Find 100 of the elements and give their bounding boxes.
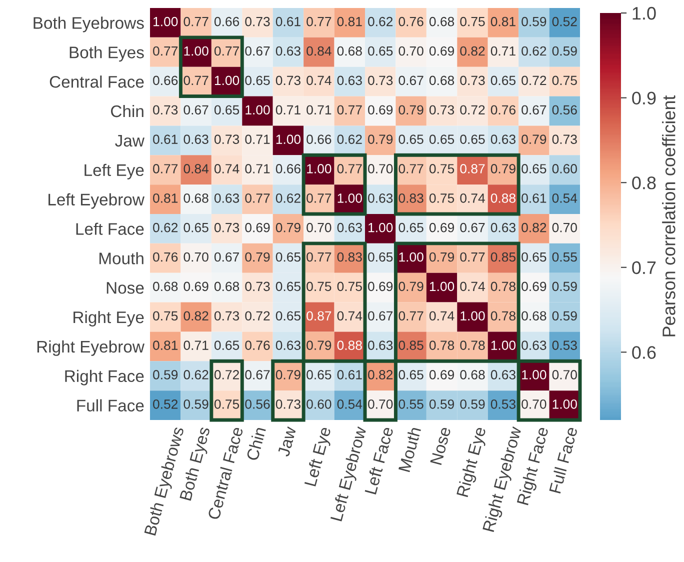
data-label: 0.69 [368, 282, 393, 292]
data-label: 1.00 [276, 134, 301, 144]
data-label: 0.79 [398, 105, 424, 115]
y-tick-label: Central Face [50, 76, 144, 88]
data-label: 1.00 [430, 282, 454, 292]
data-label: 0.73 [276, 399, 300, 409]
data-label: 0.70 [306, 222, 332, 232]
data-label: 0.71 [276, 105, 300, 115]
data-label: 0.63 [337, 76, 362, 86]
data-label: 0.62 [184, 370, 208, 380]
data-label: 0.81 [153, 340, 178, 350]
data-label: 0.52 [552, 16, 577, 26]
data-label: 0.59 [552, 282, 577, 292]
color-bar-label: 0.9 [632, 92, 656, 105]
x-tick-label: Full Face [548, 426, 578, 494]
data-label: 0.70 [184, 252, 208, 262]
data-label: 0.81 [337, 16, 362, 26]
data-label: 0.66 [276, 164, 300, 174]
data-label: 0.77 [337, 164, 362, 174]
data-label: 0.68 [429, 76, 454, 86]
data-label: 0.82 [522, 222, 546, 232]
data-label: 0.73 [460, 76, 485, 86]
data-label: 0.75 [429, 164, 454, 174]
data-label: 0.71 [490, 46, 516, 56]
data-label: 0.65 [522, 252, 546, 262]
data-label: 0.69 [368, 105, 393, 115]
data-label: 0.61 [276, 16, 300, 26]
data-label: 0.75 [337, 282, 362, 292]
data-label: 0.85 [490, 252, 516, 262]
data-label: 0.69 [522, 282, 546, 292]
data-label: 0.54 [337, 399, 362, 409]
data-label: 0.69 [429, 370, 454, 380]
data-label: 0.75 [153, 311, 178, 321]
data-label: 0.84 [184, 164, 209, 174]
data-label: 0.70 [552, 370, 577, 380]
data-label: 0.82 [184, 311, 208, 321]
data-label: 0.68 [337, 46, 362, 56]
data-label: 0.81 [490, 16, 516, 26]
y-tick-label: Left Eyebrow [48, 193, 144, 209]
data-label: 0.68 [522, 311, 546, 321]
data-label: 0.68 [184, 193, 208, 203]
data-label: 0.59 [552, 46, 577, 56]
data-label: 0.82 [368, 370, 393, 380]
data-label: 0.65 [429, 134, 454, 144]
data-label: 0.63 [490, 134, 516, 144]
data-label: 0.77 [245, 193, 270, 203]
data-label: 0.72 [522, 76, 546, 86]
data-label: 0.78 [490, 311, 516, 321]
data-label: 0.73 [214, 134, 240, 144]
data-label: 0.73 [276, 76, 300, 86]
data-label: 0.65 [276, 311, 300, 321]
data-label: 0.70 [552, 222, 577, 232]
data-label: 0.53 [490, 399, 516, 409]
data-label: 0.68 [429, 16, 454, 26]
data-label: 0.63 [490, 370, 516, 380]
data-label: 0.82 [460, 46, 485, 56]
data-label: 0.83 [398, 193, 424, 203]
data-label: 0.76 [490, 105, 516, 115]
data-label: 0.72 [214, 370, 239, 380]
data-label: 0.87 [460, 164, 485, 174]
data-label: 0.77 [306, 16, 332, 26]
data-label: 0.53 [552, 340, 577, 350]
data-label: 0.59 [429, 399, 454, 409]
data-label: 0.54 [552, 193, 578, 203]
data-label: 0.63 [184, 134, 208, 144]
x-tick-label: Left Eye [304, 426, 334, 488]
data-label: 0.79 [306, 340, 332, 350]
data-label: 0.72 [245, 311, 270, 321]
y-tick-label: Jaw [115, 135, 144, 147]
data-label: 1.00 [307, 164, 332, 174]
data-label: 0.77 [398, 164, 424, 174]
data-label: 0.63 [368, 193, 393, 203]
data-label: 0.74 [337, 311, 362, 321]
data-label: 0.59 [460, 399, 485, 409]
data-label: 0.78 [429, 340, 454, 350]
y-tick-label: Right Face [65, 370, 144, 386]
data-label: 0.68 [153, 282, 178, 292]
data-label: 0.66 [153, 76, 178, 86]
data-label: 0.63 [368, 340, 393, 350]
data-label: 0.65 [522, 164, 546, 174]
data-label: 0.67 [184, 105, 208, 115]
data-label: 1.00 [246, 105, 270, 115]
x-tick-label: Mouth [398, 426, 422, 472]
data-label: 0.75 [306, 282, 332, 292]
y-tick-label: Left Face [76, 222, 144, 235]
data-label: 0.61 [337, 370, 362, 380]
data-label: 0.79 [368, 134, 393, 144]
data-label: 0.73 [214, 311, 240, 321]
data-label: 0.74 [460, 193, 485, 203]
data-label: 0.65 [460, 134, 485, 144]
data-label: 0.68 [460, 370, 485, 380]
data-label: 0.67 [245, 46, 270, 56]
data-label: 0.79 [490, 164, 516, 174]
data-label: 0.74 [460, 282, 485, 292]
data-label: 0.62 [337, 134, 362, 144]
y-tick-label: Left Eye [84, 164, 144, 180]
data-label: 0.71 [184, 340, 208, 350]
data-label: 0.84 [306, 46, 332, 56]
data-label: 0.63 [522, 340, 546, 350]
data-label: 0.62 [368, 16, 393, 26]
